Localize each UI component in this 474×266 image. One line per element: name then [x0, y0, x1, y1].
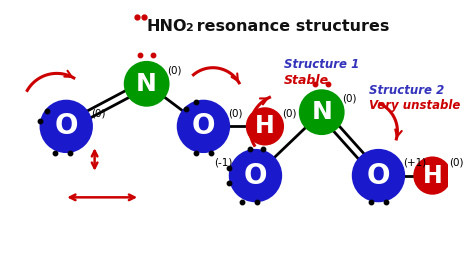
Text: resonance structures: resonance structures — [191, 19, 390, 35]
Circle shape — [179, 102, 228, 151]
Text: O: O — [244, 161, 267, 190]
Circle shape — [301, 91, 343, 133]
Text: H: H — [422, 164, 442, 188]
Text: Very unstable: Very unstable — [369, 99, 460, 112]
Text: (0): (0) — [343, 94, 357, 104]
Circle shape — [126, 63, 167, 105]
Text: HNO: HNO — [146, 19, 187, 35]
Circle shape — [231, 151, 280, 200]
Circle shape — [42, 102, 91, 151]
Text: O: O — [55, 112, 78, 140]
Text: O: O — [367, 161, 390, 190]
Text: (0): (0) — [167, 65, 182, 76]
Text: (0): (0) — [91, 108, 105, 118]
Text: H: H — [255, 114, 275, 138]
Text: (0): (0) — [228, 108, 243, 118]
Text: Stable: Stable — [284, 74, 329, 88]
Circle shape — [248, 109, 282, 143]
Circle shape — [415, 159, 449, 193]
Text: (+1): (+1) — [403, 157, 426, 167]
Circle shape — [354, 151, 403, 200]
Text: (0): (0) — [282, 108, 296, 118]
Text: Structure 1: Structure 1 — [284, 58, 359, 71]
Text: N: N — [311, 100, 332, 124]
Text: (-1): (-1) — [214, 157, 232, 167]
Text: 2: 2 — [185, 23, 193, 33]
Text: N: N — [136, 72, 157, 96]
Text: (0): (0) — [449, 157, 464, 167]
Text: O: O — [191, 112, 215, 140]
Text: Structure 2: Structure 2 — [369, 84, 444, 97]
